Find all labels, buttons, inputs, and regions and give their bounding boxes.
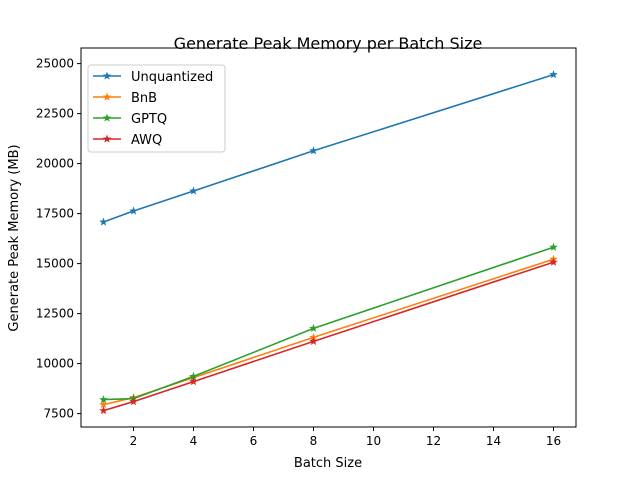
legend-label: Unquantized bbox=[131, 70, 213, 85]
data-point bbox=[99, 400, 108, 409]
legend-label: BnB bbox=[131, 91, 157, 106]
y-axis-label: Generate Peak Memory (MB) bbox=[7, 144, 22, 331]
x-tick-label: 14 bbox=[486, 434, 501, 448]
legend-marker-star-icon bbox=[102, 113, 112, 122]
series-line-awq bbox=[103, 261, 554, 412]
y-tick-label: 22500 bbox=[36, 107, 74, 121]
legend-marker-star-icon bbox=[102, 92, 112, 101]
data-point bbox=[189, 371, 198, 380]
legend-marker-star-icon bbox=[102, 71, 112, 80]
legend-marker-star-icon bbox=[102, 134, 112, 143]
y-tick-label: 25000 bbox=[36, 57, 74, 71]
data-point bbox=[99, 217, 108, 226]
legend-box bbox=[87, 64, 226, 153]
legend-label: AWQ bbox=[131, 133, 162, 148]
x-tick-label: 4 bbox=[190, 434, 198, 448]
data-point bbox=[129, 397, 138, 406]
data-point bbox=[129, 206, 138, 215]
y-tick-label: 15000 bbox=[36, 257, 74, 271]
data-point bbox=[549, 242, 558, 251]
plot-frame bbox=[80, 47, 577, 428]
data-point bbox=[99, 395, 108, 404]
chart-title: Generate Peak Memory per Batch Size bbox=[174, 34, 483, 53]
data-point bbox=[309, 323, 318, 332]
data-point bbox=[99, 406, 108, 415]
x-tick-label: 6 bbox=[250, 434, 258, 448]
x-tick-label: 16 bbox=[546, 434, 561, 448]
data-point bbox=[549, 70, 558, 79]
x-tick-label: 8 bbox=[310, 434, 318, 448]
series-line-gptq bbox=[103, 246, 554, 401]
data-point bbox=[309, 336, 318, 345]
x-tick-label: 10 bbox=[366, 434, 381, 448]
data-point bbox=[189, 377, 198, 386]
x-axis-label: Batch Size bbox=[294, 456, 362, 471]
legend-label: GPTQ bbox=[131, 112, 167, 127]
data-point bbox=[549, 257, 558, 266]
y-tick-label: 17500 bbox=[36, 207, 74, 221]
y-tick-label: 12500 bbox=[36, 307, 74, 321]
y-tick-label: 20000 bbox=[36, 157, 74, 171]
data-point bbox=[309, 146, 318, 155]
y-tick-label: 10000 bbox=[36, 357, 74, 371]
series-line-bnb bbox=[103, 258, 554, 406]
data-point bbox=[189, 186, 198, 195]
x-tick-label: 2 bbox=[130, 434, 138, 448]
legend: Unquantized BnB GPTQ AWQ bbox=[87, 64, 226, 153]
x-tick-label: 12 bbox=[426, 434, 441, 448]
y-tick-label: 7500 bbox=[43, 407, 74, 421]
